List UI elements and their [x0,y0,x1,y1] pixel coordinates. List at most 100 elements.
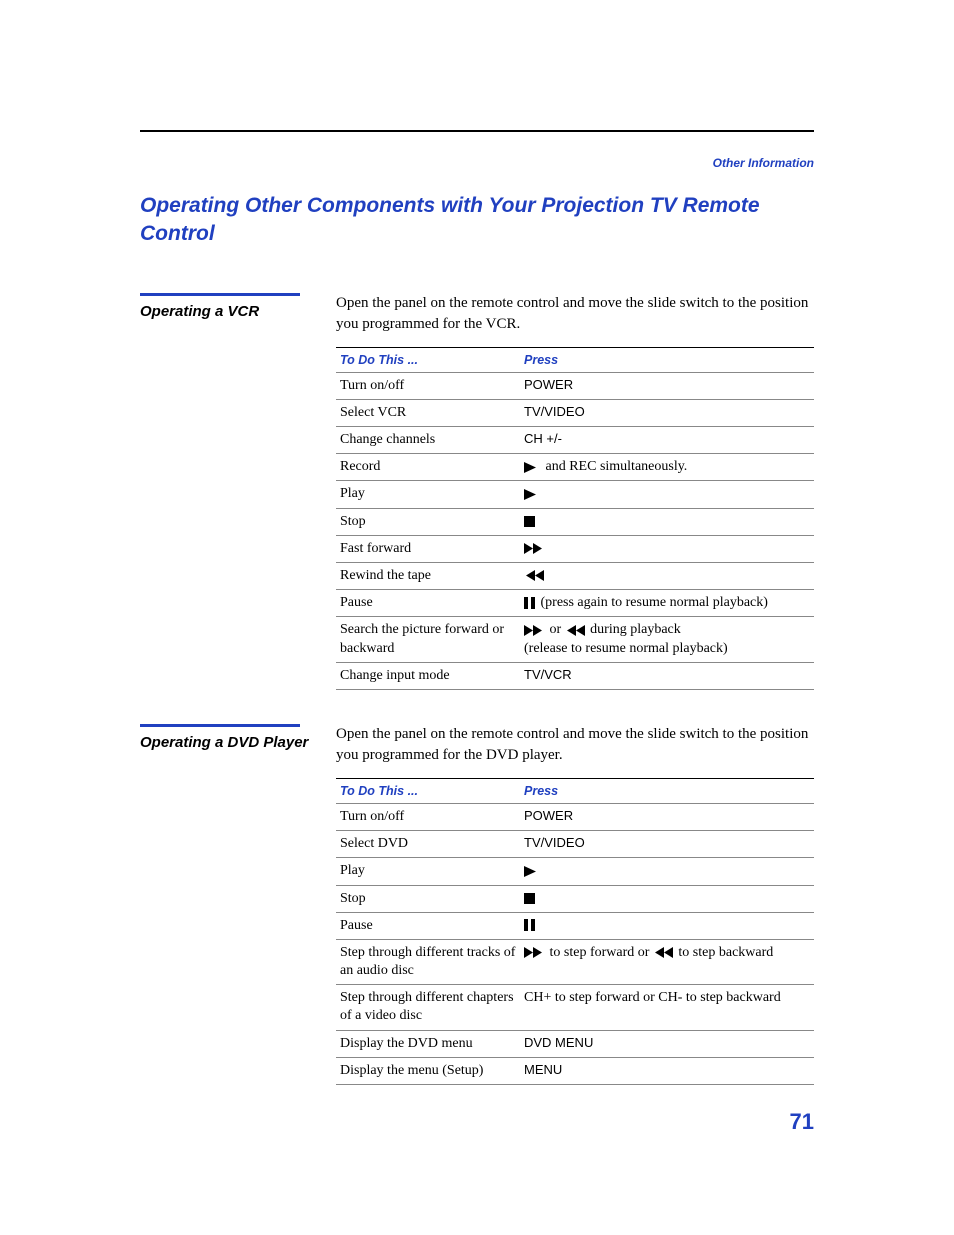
section-vcr: Operating a VCR Open the panel on the re… [140,293,814,690]
heading-text-vcr: Operating a VCR [140,302,316,322]
cell-action: Display the DVD menu [336,1030,520,1057]
press-text: and REC simultaneously. [542,459,687,474]
intro-vcr: Open the panel on the remote control and… [336,293,814,335]
stop-icon [524,893,535,904]
table-row: Select DVD TV/VIDEO [336,831,814,858]
cell-action: Play [336,481,520,508]
press-text: during playback [587,622,681,637]
cell-action: Stop [336,508,520,535]
press-text: to step backward [675,945,773,960]
cell-press: DVD MENU [520,1030,814,1057]
cell-action: Pause [336,590,520,617]
press-text: POWER [524,377,573,392]
press-text: TV/VIDEO [524,835,585,850]
cell-press [520,508,814,535]
cell-press: TV/VCR [520,662,814,689]
table-row: Fast forward [336,535,814,562]
cell-action: Turn on/off [336,372,520,399]
heading-rule [140,724,300,727]
breadcrumb: Other Information [140,156,814,170]
cell-press: (press again to resume normal playback) [520,590,814,617]
cell-action: Fast forward [336,535,520,562]
cell-press [520,535,814,562]
th-press: Press [520,347,814,372]
cell-action: Stop [336,885,520,912]
fast-forward-icon [524,947,544,958]
cell-press [520,858,814,885]
cell-press: CH+ to step forward or CH- to step backw… [520,985,814,1030]
pause-icon [524,919,535,931]
cell-press [520,563,814,590]
press-text: or [546,622,565,637]
press-text: MENU [524,1062,562,1077]
cell-action: Record [336,454,520,481]
th-action: To Do This ... [336,347,520,372]
press-text: CH +/- [524,431,562,446]
cell-action: Display the menu (Setup) [336,1057,520,1084]
table-row: Pause (press again to resume normal play… [336,590,814,617]
cell-press [520,885,814,912]
rewind-icon [524,570,544,581]
intro-dvd: Open the panel on the remote control and… [336,724,814,766]
cell-action: Change input mode [336,662,520,689]
heading-rule [140,293,300,296]
section-body-dvd: Open the panel on the remote control and… [336,724,814,1085]
table-row: Step through different chapters of a vid… [336,985,814,1030]
table-row: Pause [336,912,814,939]
table-row: Change channels CH +/- [336,427,814,454]
press-text: TV/VIDEO [524,404,585,419]
table-row: Display the DVD menu DVD MENU [336,1030,814,1057]
table-dvd: To Do This ... Press Turn on/offPOWERSel… [336,778,814,1085]
cell-action: Search the picture forward or backward [336,617,520,662]
play-icon [524,462,540,473]
press-text: POWER [524,808,573,823]
cell-action: Pause [336,912,520,939]
cell-press: CH +/- [520,427,814,454]
cell-action: Select DVD [336,831,520,858]
cell-press [520,481,814,508]
play-icon [524,866,540,877]
cell-action: Step through different chapters of a vid… [336,985,520,1030]
press-text: DVD MENU [524,1035,593,1050]
section-dvd: Operating a DVD Player Open the panel on… [140,724,814,1085]
cell-press: TV/VIDEO [520,831,814,858]
table-row: Search the picture forward or backward o… [336,617,814,662]
page-title: Operating Other Components with Your Pro… [140,192,814,249]
cell-action: Change channels [336,427,520,454]
cell-press: and REC simultaneously. [520,454,814,481]
table-row: Change input modeTV/VCR [336,662,814,689]
press-text: CH+ to step forward or CH- to step backw… [524,990,781,1005]
cell-action: Rewind the tape [336,563,520,590]
table-row: Stop [336,885,814,912]
table-row: Display the menu (Setup) MENU [336,1057,814,1084]
table-row: Stop [336,508,814,535]
table-row: Rewind the tape [336,563,814,590]
table-row: Record and REC simultaneously. [336,454,814,481]
table-row: Play [336,858,814,885]
cell-press: to step forward or to step backward [520,939,814,984]
cell-press: POWER [520,372,814,399]
pause-icon [524,597,535,609]
page-number: 71 [790,1109,814,1135]
th-press: Press [520,778,814,803]
section-heading-dvd: Operating a DVD Player [140,724,336,1085]
top-rule [140,130,814,132]
fast-forward-icon [524,543,544,554]
table-row: Step through different tracks of an audi… [336,939,814,984]
table-row: Select VCRTV/VIDEO [336,399,814,426]
press-text: (release to resume normal playback) [524,641,728,656]
cell-action: Step through different tracks of an audi… [336,939,520,984]
fast-forward-icon [524,625,544,636]
table-row: Turn on/offPOWER [336,803,814,830]
table-row: Play [336,481,814,508]
cell-press: POWER [520,803,814,830]
rewind-icon [653,947,673,958]
rewind-icon [565,625,585,636]
cell-press: or during playback (release to resume nor… [520,617,814,662]
press-text: to step forward or [546,945,653,960]
cell-press [520,912,814,939]
press-text: (press again to resume normal playback) [537,595,768,610]
table-row: Turn on/off POWER [336,372,814,399]
cell-action: Play [336,858,520,885]
cell-press: TV/VIDEO [520,399,814,426]
